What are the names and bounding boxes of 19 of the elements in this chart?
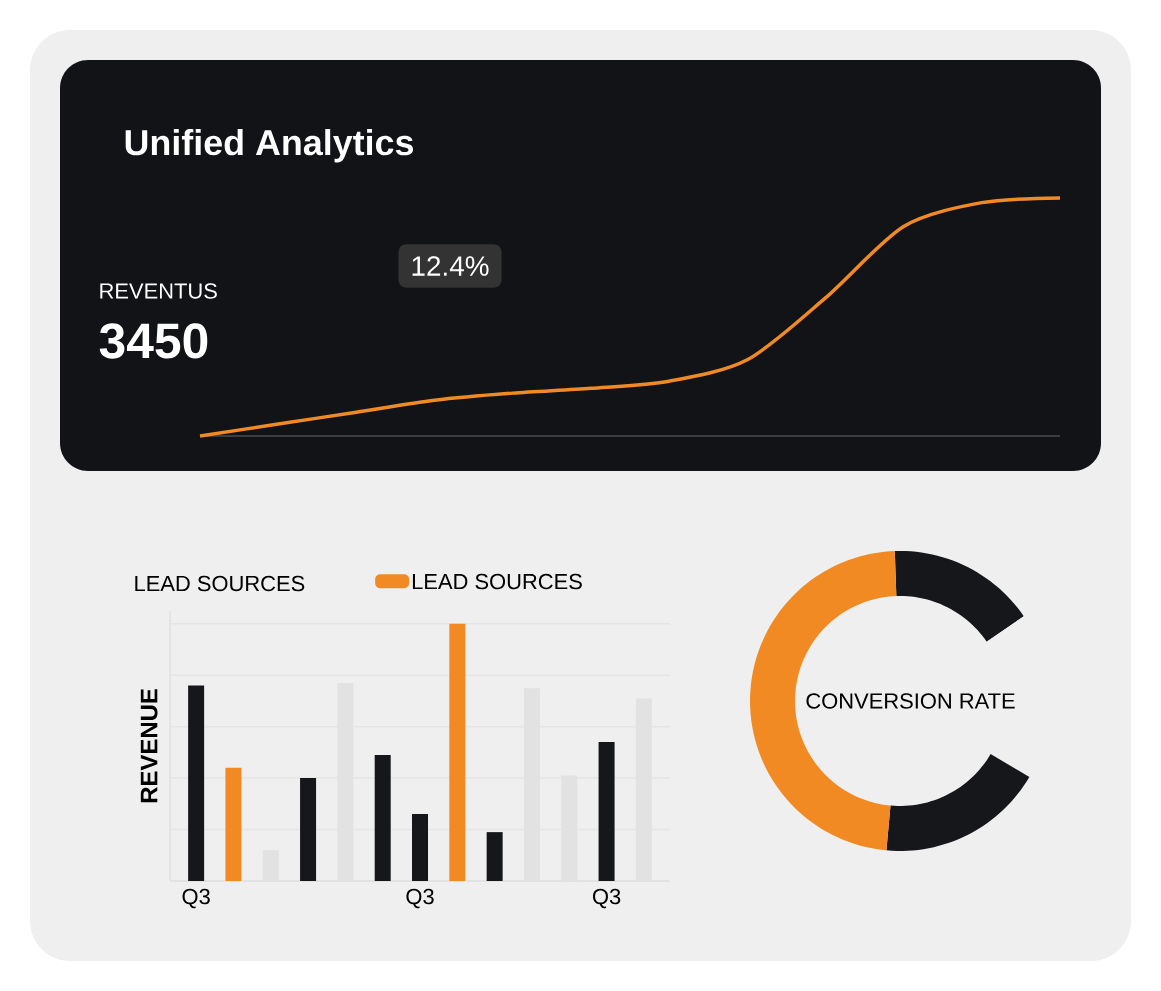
y-axis-title: REVENUE [140, 689, 158, 803]
annotation: 12.4% [412, 256, 489, 276]
bar [225, 767, 242, 881]
bar [374, 754, 391, 881]
bar [598, 742, 615, 881]
x-tick-label: Q3 [592, 888, 621, 909]
bar [449, 623, 466, 881]
legend-label: LEAD SOURCES [412, 573, 582, 590]
bar [486, 832, 503, 881]
text: CONVERSION RATE [806, 693, 1015, 709]
bar [412, 814, 429, 881]
annotation: REVENTUS [100, 283, 217, 299]
bar [300, 778, 317, 881]
x-tick-label: Q3 [406, 888, 434, 909]
chart-title: Unified Analytics [125, 129, 413, 163]
x-tick-label: Q3 [182, 888, 210, 909]
bar [188, 685, 205, 881]
chart-title: LEAD SOURCES [135, 575, 305, 592]
annotation: 3450 [99, 323, 208, 359]
